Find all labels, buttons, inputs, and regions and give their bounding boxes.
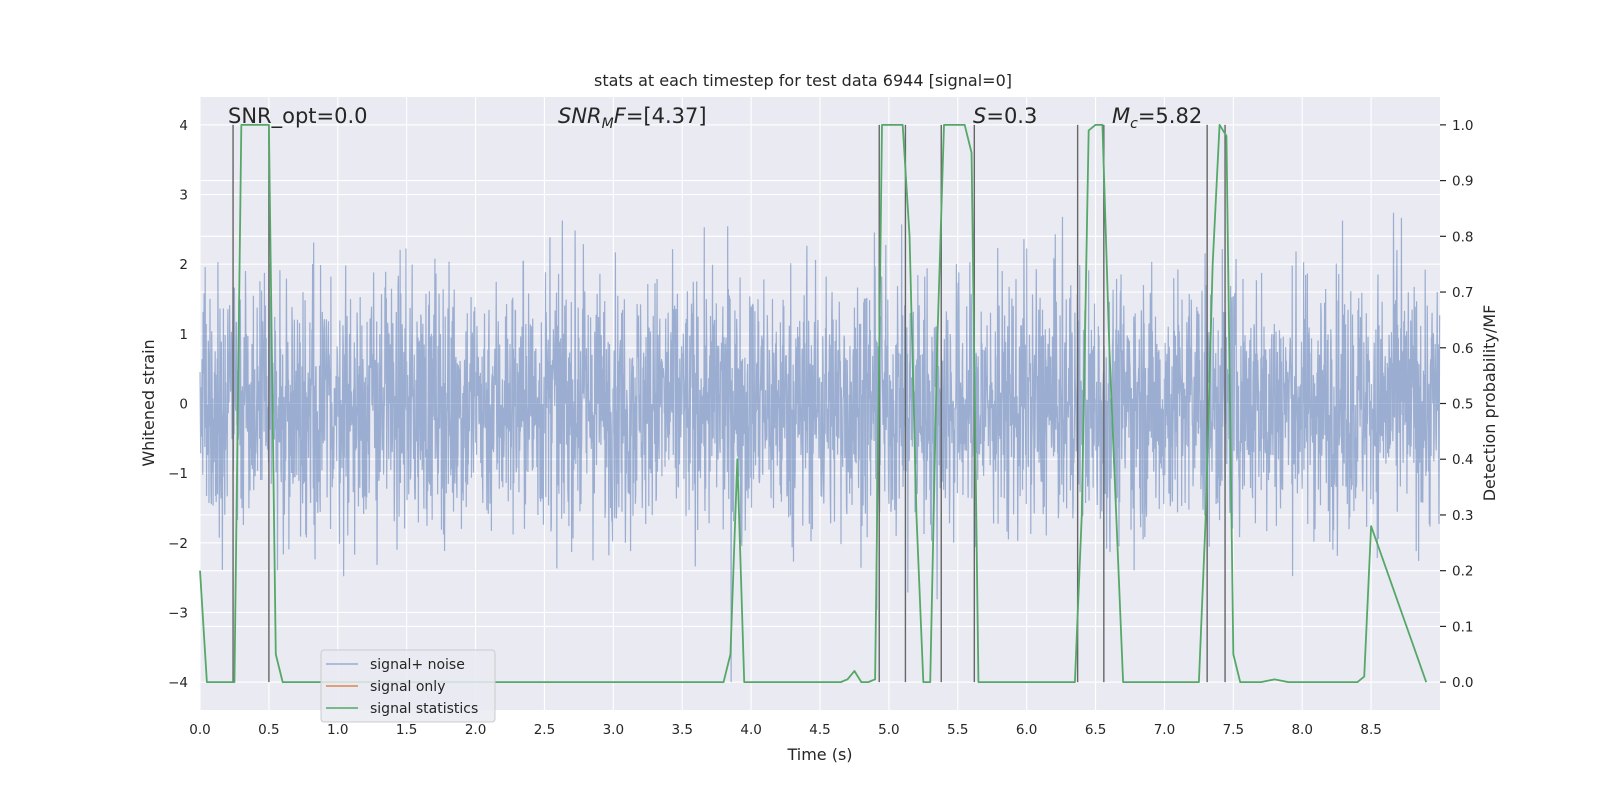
snr-mf-value: =[4.37] bbox=[626, 104, 707, 128]
left-y-tick-label-3: −1 bbox=[168, 466, 188, 482]
left-y-tick-label-0: −4 bbox=[168, 675, 188, 691]
snr-mf-base: SNR bbox=[558, 104, 602, 128]
x-tick-label-10: 5.0 bbox=[878, 722, 899, 738]
s-annotation: S=0.3 bbox=[973, 104, 1037, 128]
x-tick-label-2: 1.0 bbox=[327, 722, 348, 738]
legend-label-noise: signal+ noise bbox=[370, 657, 465, 673]
noise-series bbox=[199, 212, 1441, 683]
s-symbol: S bbox=[973, 104, 986, 128]
right-y-axis-label: Detection probability/MF bbox=[1480, 305, 1499, 502]
left-y-tick-label-8: 4 bbox=[179, 118, 188, 134]
x-tick-label-4: 2.0 bbox=[465, 722, 486, 738]
right-y-axis-ticks: 0.0 0.1 0.2 0.3 0.4 0.5 0.6 0.7 0.8 0.9 1.0 bbox=[1440, 118, 1473, 691]
x-tick-label-14: 7.0 bbox=[1154, 722, 1175, 738]
left-y-tick-label-4: 0 bbox=[179, 397, 188, 413]
x-tick-label-8: 4.0 bbox=[740, 722, 761, 738]
left-y-axis-label: Whitened strain bbox=[139, 339, 158, 466]
right-y-tick-label-8: 0.8 bbox=[1452, 229, 1473, 245]
legend-label-signal-only: signal only bbox=[370, 679, 445, 695]
x-tick-label-5: 2.5 bbox=[534, 722, 555, 738]
snr-mf-f: F bbox=[614, 104, 627, 128]
left-y-tick-label-5: 1 bbox=[179, 327, 188, 343]
x-tick-label-12: 6.0 bbox=[1016, 722, 1037, 738]
right-y-tick-label-0: 0.0 bbox=[1452, 675, 1473, 691]
x-tick-label-7: 3.5 bbox=[671, 722, 692, 738]
legend: signal+ noise signal only signal statist… bbox=[320, 649, 496, 723]
legend-label-statistics: signal statistics bbox=[370, 701, 478, 717]
left-y-tick-label-1: −3 bbox=[168, 605, 188, 621]
noise-line bbox=[199, 212, 1441, 683]
x-axis-label: Time (s) bbox=[786, 745, 852, 764]
snr-mf-annotation: SNRMF=[4.37] bbox=[558, 104, 707, 132]
x-tick-label-13: 6.5 bbox=[1085, 722, 1106, 738]
x-tick-label-16: 8.0 bbox=[1291, 722, 1312, 738]
x-tick-label-1: 0.5 bbox=[258, 722, 279, 738]
statistics-line bbox=[199, 123, 1428, 684]
x-tick-label-9: 4.5 bbox=[809, 722, 830, 738]
legend-box bbox=[320, 649, 496, 723]
statistics-series bbox=[199, 123, 1428, 684]
right-y-tick-label-7: 0.7 bbox=[1452, 285, 1473, 301]
x-axis-ticks: 0.0 0.5 1.0 1.5 2.0 2.5 3.0 3.5 4.0 4.5 5.0 5.5 6.0 6… bbox=[189, 722, 1382, 738]
s-value: =0.3 bbox=[986, 104, 1037, 128]
right-y-tick-label-1: 0.1 bbox=[1452, 619, 1473, 635]
left-y-tick-label-7: 3 bbox=[179, 188, 188, 204]
right-y-tick-label-3: 0.3 bbox=[1452, 508, 1473, 524]
mc-annotation: Mc=5.82 bbox=[1112, 104, 1202, 132]
x-tick-label-6: 3.0 bbox=[603, 722, 624, 738]
right-y-tick-label-4: 0.4 bbox=[1452, 452, 1473, 468]
left-y-tick-label-2: −2 bbox=[168, 536, 188, 552]
right-y-tick-label-10: 1.0 bbox=[1452, 118, 1473, 134]
x-tick-label-3: 1.5 bbox=[396, 722, 417, 738]
snr-mf-sub: M bbox=[602, 116, 614, 132]
mc-symbol: M bbox=[1112, 104, 1130, 128]
mc-sub: c bbox=[1130, 116, 1138, 132]
right-y-tick-label-2: 0.2 bbox=[1452, 564, 1473, 580]
x-tick-label-0: 0.0 bbox=[189, 722, 210, 738]
left-y-axis-ticks: −4 −3 −2 −1 0 1 2 3 4 bbox=[168, 118, 188, 691]
chart-title: stats at each timestep for test data 694… bbox=[594, 71, 1012, 90]
snr-opt-annotation: SNR_opt=0.0 bbox=[228, 104, 368, 129]
x-tick-label-15: 7.5 bbox=[1223, 722, 1244, 738]
x-tick-label-11: 5.5 bbox=[947, 722, 968, 738]
right-y-tick-label-5: 0.5 bbox=[1452, 397, 1473, 413]
x-tick-label-17: 8.5 bbox=[1360, 722, 1381, 738]
right-y-tick-label-6: 0.6 bbox=[1452, 341, 1473, 357]
left-y-tick-label-6: 2 bbox=[179, 257, 188, 273]
mc-value: =5.82 bbox=[1138, 104, 1202, 128]
right-y-tick-label-9: 0.9 bbox=[1452, 174, 1473, 190]
